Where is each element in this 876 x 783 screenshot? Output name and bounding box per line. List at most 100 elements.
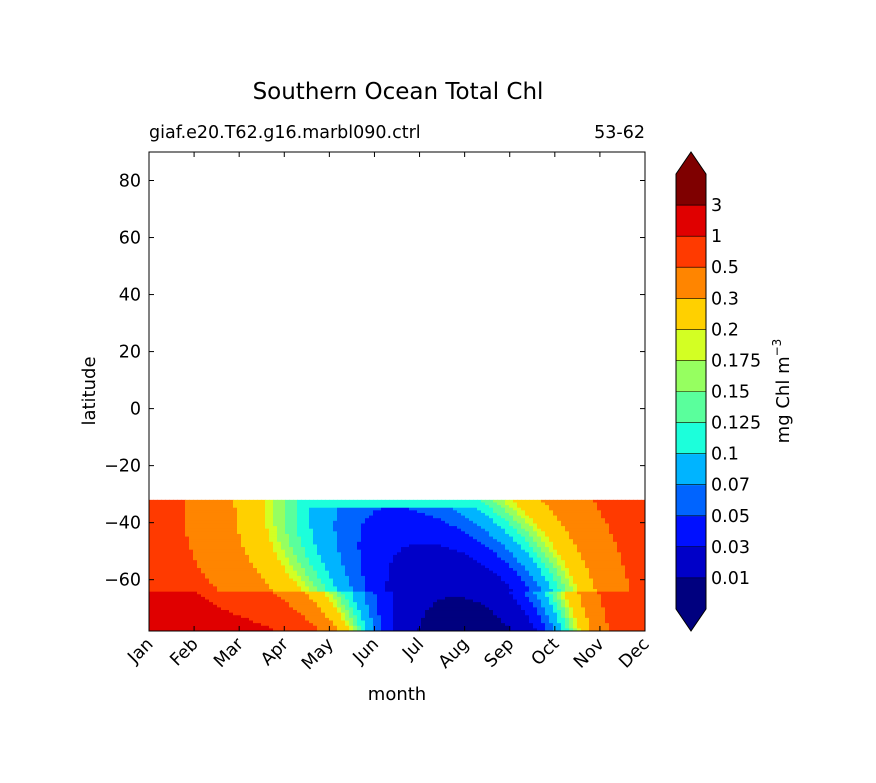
field-cell: [169, 604, 174, 608]
field-cell: [497, 531, 502, 535]
field-cell: [457, 602, 462, 606]
field-cell: [525, 528, 530, 532]
field-cell: [369, 562, 374, 567]
field-cell: [325, 610, 330, 614]
field-cell: [545, 541, 550, 546]
field-cell: [361, 623, 366, 627]
field-cell: [205, 589, 210, 593]
field-cell: [497, 544, 502, 548]
field-cell: [189, 499, 194, 504]
field-cell: [401, 612, 406, 616]
field-cell: [537, 581, 542, 585]
field-cell: [249, 539, 254, 543]
field-cell: [185, 544, 190, 548]
field-cell: [417, 589, 422, 593]
field-cell: [245, 554, 250, 559]
field-cell: [473, 596, 478, 601]
field-cell: [321, 515, 326, 519]
field-cell: [517, 523, 522, 527]
field-cell: [173, 591, 178, 595]
field-cell: [385, 617, 390, 622]
field-cell: [489, 560, 494, 564]
field-cell: [437, 620, 442, 624]
field-cell: [161, 557, 166, 561]
field-cell: [185, 623, 190, 627]
field-cell: [313, 560, 318, 564]
field-cell: [541, 515, 546, 519]
field-cell: [505, 512, 510, 517]
field-cell: [285, 573, 290, 577]
field-cell: [417, 523, 422, 527]
field-cell: [201, 507, 206, 511]
field-cell: [421, 520, 426, 525]
field-cell: [509, 544, 514, 548]
field-cell: [389, 507, 394, 511]
field-cell: [521, 549, 526, 553]
field-cell: [417, 562, 422, 567]
field-cell: [501, 591, 506, 595]
field-cell: [425, 528, 430, 532]
field-cell: [545, 520, 550, 525]
field-cell: [465, 541, 470, 546]
field-cell: [325, 523, 330, 527]
field-cell: [225, 578, 230, 582]
field-cell: [473, 528, 478, 532]
field-cell: [465, 510, 470, 514]
field-cell: [237, 623, 242, 627]
field-cell: [537, 547, 542, 551]
field-cell: [289, 528, 294, 532]
field-cell: [205, 512, 210, 517]
field-cell: [165, 533, 170, 538]
field-cell: [285, 625, 290, 629]
field-cell: [209, 507, 214, 511]
field-cell: [301, 623, 306, 627]
field-cell: [317, 560, 322, 564]
field-cell: [481, 612, 486, 616]
field-cell: [501, 523, 506, 527]
field-cell: [321, 568, 326, 572]
field-cell: [169, 602, 174, 606]
field-cell: [293, 539, 298, 543]
field-cell: [213, 568, 218, 572]
field-cell: [457, 505, 462, 509]
field-cell: [381, 499, 386, 504]
field-cell: [509, 573, 514, 577]
field-cell: [273, 518, 278, 522]
field-cell: [177, 620, 182, 624]
field-cell: [301, 547, 306, 551]
field-cell: [201, 523, 206, 527]
field-cell: [429, 617, 434, 622]
field-cell: [465, 594, 470, 598]
field-cell: [221, 505, 226, 509]
field-cell: [389, 560, 394, 564]
field-cell: [349, 528, 354, 532]
field-cell: [453, 518, 458, 522]
field-cell: [365, 623, 370, 627]
field-cell: [493, 591, 498, 595]
field-cell: [389, 604, 394, 608]
field-cell: [317, 557, 322, 561]
field-cell: [373, 549, 378, 553]
field-cell: [357, 539, 362, 543]
field-cell: [153, 549, 158, 553]
field-cell: [509, 533, 514, 538]
field-cell: [545, 581, 550, 585]
field-cell: [357, 612, 362, 616]
field-cell: [293, 599, 298, 603]
field-cell: [245, 591, 250, 595]
field-cell: [537, 610, 542, 614]
field-cell: [397, 568, 402, 572]
field-cell: [289, 526, 294, 530]
field-cell: [393, 499, 398, 504]
field-cell: [457, 539, 462, 543]
field-cell: [305, 510, 310, 514]
field-cell: [337, 596, 342, 601]
field-cell: [273, 578, 278, 582]
field-cell: [453, 554, 458, 559]
field-cell: [469, 531, 474, 535]
field-cell: [429, 596, 434, 601]
field-cell: [409, 591, 414, 595]
field-cell: [477, 541, 482, 546]
field-cell: [509, 523, 514, 527]
field-cell: [273, 575, 278, 580]
